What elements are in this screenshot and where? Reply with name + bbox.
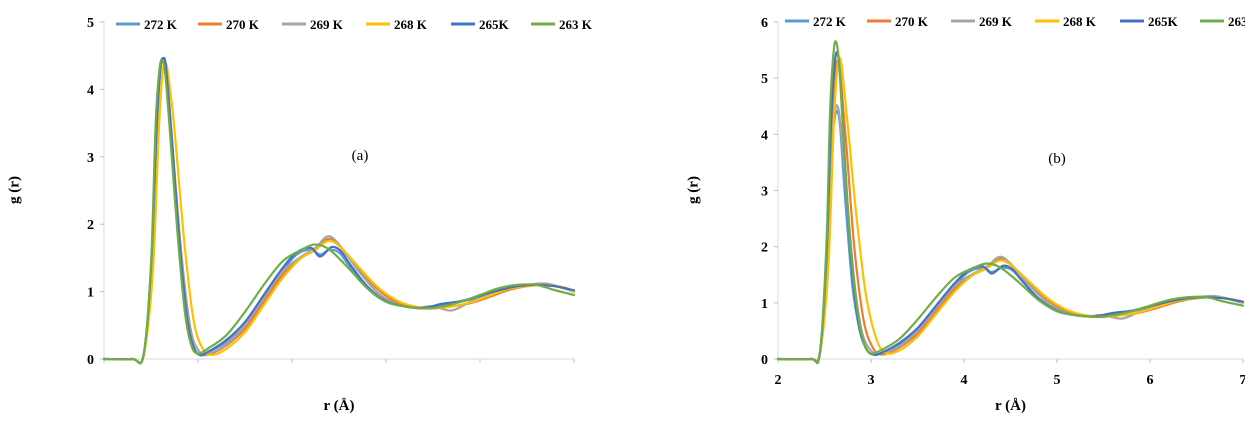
y-tick-label: 1 [761, 297, 768, 312]
legend-entry: 265K [1120, 14, 1179, 29]
legend-label: 272 K [144, 17, 178, 32]
legend-label: 263 K [559, 17, 593, 32]
legend-entry: 270 K [867, 14, 929, 29]
legend-label: 270 K [895, 14, 929, 29]
series-line-265k [102, 56, 576, 365]
legend-entry: 265K [451, 17, 510, 32]
y-tick-label: 4 [87, 83, 94, 98]
y-tick-label: 5 [87, 16, 94, 31]
series-line-270k [102, 58, 576, 365]
y-tick-label: 5 [761, 72, 768, 87]
chart-panel-a: 0 1 2 3 4 5 272 K 270 K 269 K 268 K 265K 263 K (a) g … [6, 16, 592, 414]
legend-entry: 269 K [951, 14, 1013, 29]
y-tick-label: 4 [761, 128, 768, 143]
x-axis-title: r (Å) [995, 398, 1026, 414]
legend-entry: 268 K [366, 17, 428, 32]
series-line-269k [102, 58, 576, 365]
series-line-268k [776, 56, 1245, 363]
legend-entry: 272 K [116, 17, 178, 32]
legend-label: 272 K [813, 14, 847, 29]
x-tick-label: 2 [775, 373, 782, 388]
legend-entry: 270 K [198, 17, 260, 32]
x-tick-label: 5 [1054, 373, 1061, 388]
legend-label: 268 K [1063, 14, 1097, 29]
x-axis-title: r (Å) [324, 398, 355, 414]
panel-annotation: (a) [352, 148, 369, 164]
legend-entry: 272 K [785, 14, 847, 29]
y-tick-label: 0 [761, 353, 768, 368]
y-tick-label: 2 [87, 218, 94, 233]
x-tick-label: 3 [868, 373, 875, 388]
y-tick-label: 6 [761, 16, 768, 31]
series-line-263k [102, 59, 576, 365]
legend-label: 269 K [310, 17, 344, 32]
x-tick-label: 4 [961, 373, 968, 388]
legend-entry: 263 K [531, 17, 593, 32]
y-tick-label: 3 [761, 185, 768, 200]
y-tick-label: 3 [87, 151, 94, 166]
legend-label: 269 K [979, 14, 1013, 29]
legend-label: 265K [479, 17, 510, 32]
legend-entry: 263 K [1200, 14, 1245, 29]
legend-label: 265K [1148, 14, 1179, 29]
panel-annotation: (b) [1048, 151, 1066, 167]
series-line-272k [102, 57, 576, 365]
series-line-272k [776, 109, 1245, 363]
series-line-263k [776, 40, 1245, 365]
y-tick-label: 0 [87, 353, 94, 368]
legend-label: 270 K [226, 17, 260, 32]
legend-label: 263 K [1228, 14, 1245, 29]
x-tick-label: 6 [1147, 373, 1154, 388]
legend-label: 268 K [394, 17, 428, 32]
legend-entry: 268 K [1035, 14, 1097, 29]
y-axis-title: g (r) [6, 176, 22, 204]
chart-panel-b: 0 1 2 3 4 5 6 2 3 4 5 6 7 272 K 270 K 269 K 268 K 265K 263… [685, 14, 1245, 414]
y-tick-label: 2 [761, 241, 768, 256]
y-axis-title: g (r) [685, 176, 701, 204]
x-tick-label: 7 [1240, 373, 1245, 388]
y-tick-label: 1 [87, 286, 94, 301]
series-line-268k [102, 62, 576, 365]
legend-entry: 269 K [282, 17, 344, 32]
